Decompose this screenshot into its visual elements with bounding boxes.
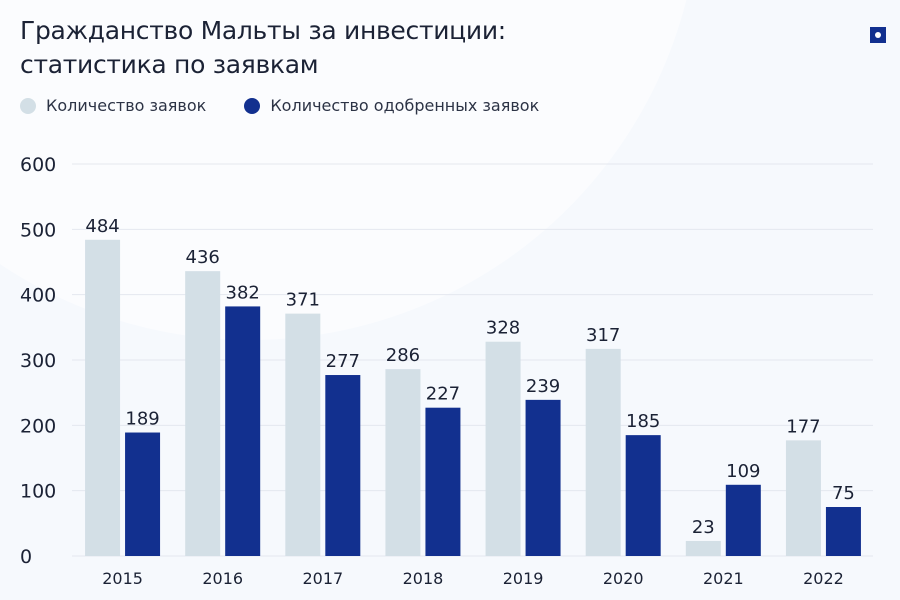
data-label: 227 [426,384,460,405]
data-label: 286 [386,345,420,366]
data-label: 436 [186,247,220,268]
x-tick-label: 2015 [102,569,143,588]
data-label: 109 [726,461,760,482]
x-tick-label: 2022 [803,569,844,588]
bar-applications [685,540,721,556]
bar-approved [425,407,461,556]
legend-label: Количество одобренных заявок [270,96,540,115]
y-tick-label: 200 [20,415,56,437]
x-tick-label: 2017 [302,569,343,588]
bar-applications [85,239,121,556]
background-shape [0,0,687,340]
bar-applications [385,369,421,556]
legend-swatch-dark [244,97,261,114]
bar-approved [825,507,861,556]
bar-applications [585,348,621,556]
x-tick-label: 2019 [503,569,544,588]
data-label: 75 [832,483,855,504]
bar-approved [325,375,361,556]
y-tick-label: 600 [20,154,56,176]
bar-applications [185,271,221,556]
bar-approved [625,435,661,556]
y-tick-label: 400 [20,285,56,307]
legend-item-approved: Количество одобренных заявок [244,96,539,115]
data-label: 185 [626,411,660,432]
logo-icon [870,27,886,43]
legend-item-applications: Количество заявок [20,96,206,115]
x-tick-label: 2021 [703,569,744,588]
y-tick-label: 300 [20,350,56,372]
data-label: 328 [486,318,520,339]
y-tick-label: 500 [20,219,56,241]
data-label: 177 [786,416,820,437]
legend-swatch-light [20,97,36,114]
y-tick-label: 100 [20,481,56,503]
data-label: 277 [326,351,360,372]
legend-label: Количество заявок [46,96,207,115]
data-label: 23 [692,517,715,538]
bar-applications [485,341,521,556]
bar-approved [125,432,161,556]
data-label: 189 [125,409,159,430]
legend: Количество заявок Количество одобренных … [20,96,660,115]
data-label: 239 [526,376,560,397]
bar-applications [285,313,321,556]
x-tick-label: 2018 [403,569,444,588]
x-tick-label: 2016 [202,569,243,588]
bar-approved [525,399,561,556]
bar-applications [785,440,821,556]
chart-title: Гражданство Мальты за инвестиции: статис… [20,16,506,79]
bar-approved [225,306,261,556]
data-label: 484 [85,216,119,237]
data-label: 382 [226,282,260,303]
y-tick-label: 0 [20,546,32,568]
x-tick-label: 2020 [603,569,644,588]
bar-approved [725,484,761,556]
data-label: 371 [286,290,320,311]
data-label: 317 [586,325,620,346]
